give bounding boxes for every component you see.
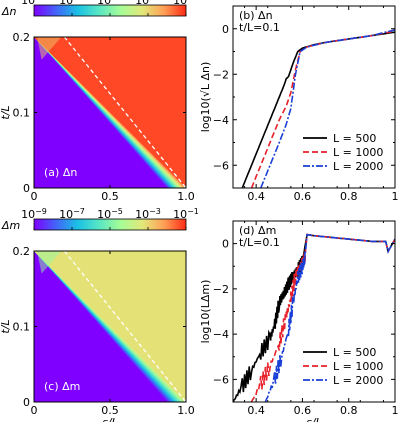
panel-a-xtick-label: 0 [31,190,38,203]
colorbar-bottom-tick-label: 10−1 [173,207,199,221]
colorbar-bottom-tick-label: 10−7 [59,207,85,221]
colorbar-top-tick-label: 10−7 [59,0,85,7]
panel-a-ylabel: t/L [0,105,12,119]
panel-a-xtick-label: 0.5 [101,190,119,203]
colorbar-top-tick-label: 10−3 [135,0,161,7]
panel-a-ytick-label: 0.2 [13,31,31,44]
panel-d-ytick-label: −4 [213,328,229,341]
panel-c-xtick-label: 1.0 [177,404,195,417]
panel-a-xtick-label: 1.0 [177,190,195,203]
colorbar-bottom-tick-label: 10−5 [97,207,123,221]
panel-d-panel-label: (d) Δm [239,224,276,237]
panel-b-panel-label: (b) Δn [239,9,273,22]
panel-a-upper-glow [37,37,62,60]
panel-c-panel-label: (c) Δm [44,380,80,393]
panel-d-ytick-label: 0 [222,238,229,251]
panel-d-ytick-label: −6 [213,373,229,386]
panel-c-ylabel: t/L [0,319,12,333]
panel-d-ylabel: log10(LΔm) [199,280,212,344]
panel-a-cells [34,36,187,189]
panel-c-xlabel: s/L [102,416,118,422]
panel-b-ylabel: log10(√L Δn) [199,62,212,132]
panel-d-xlabel: s/L [306,416,322,422]
panel-b-subtitle: t/L=0.1 [239,21,280,34]
panel-b-ytick-label: −2 [213,68,229,81]
panel-d-legend-label: L = 500 [333,346,376,359]
panel-b-xtick-label: 0.8 [340,190,358,203]
panel-c-upper-region [34,251,186,402]
panel-b-xtick-label: 0.6 [294,190,312,203]
panel-a-upper-region [34,37,186,188]
colorbar-top-tick-label: 10−9 [21,0,47,7]
panel-c-ytick-label: 0.2 [13,245,31,258]
panel-c-xtick-label: 0.5 [101,404,119,417]
panel-c-cells [34,250,187,403]
panel-b-ytick-label: −4 [213,114,229,127]
panel-b-ytick-label: 0 [222,23,229,36]
panel-d-subtitle: t/L=0.1 [239,236,280,249]
panel-c-ytick-label: 0 [23,396,30,409]
panel-d-series-3 [264,233,395,402]
colorbar-bottom-tick-label: 10−9 [21,207,47,221]
panel-a-ytick-label: 0 [23,182,30,195]
panel-d-ytick-label: −2 [213,283,229,296]
panel-b-series-2 [250,30,395,188]
panel-b-xtick-label: 1 [392,190,399,203]
panel-c-ytick-label: 0.1 [13,321,31,334]
panel-b-ytick-label: −6 [213,159,229,172]
panel-b-series-3 [260,29,395,188]
panel-b-legend-label: L = 500 [333,132,376,145]
colorbar-top-title: Δn [1,5,17,18]
panel-a-dashed-line [63,36,187,189]
colorbar-bottom-title: Δm [1,219,20,232]
panel-b-xtick-label: 0.4 [247,190,265,203]
panel-a-ytick-label: 0.1 [13,107,31,120]
panel-d-series-1 [233,233,395,402]
panel-d-xtick-label: 0.8 [340,404,358,417]
panel-a-panel-label: (a) Δn [44,166,77,179]
panel-d-legend-label: L = 1000 [333,360,383,373]
colorbar-bottom-tick-label: 10−3 [135,207,161,221]
panel-c-xtick-label: 0 [31,404,38,417]
colorbar-top-tick-label: 10−5 [97,0,123,7]
panel-d-legend-label: L = 2000 [333,374,383,387]
panel-c-dashed-line [63,250,187,403]
panel-c-upper-glow [37,251,62,274]
panel-d-xtick-label: 1 [392,404,399,417]
colorbar-top-tick-label: 10−1 [173,0,199,7]
panel-d-xtick-label: 0.6 [294,404,312,417]
panel-d-xtick-label: 0.4 [247,404,265,417]
panel-b-legend-label: L = 2000 [333,160,383,173]
panel-b-legend-label: L = 1000 [333,146,383,159]
